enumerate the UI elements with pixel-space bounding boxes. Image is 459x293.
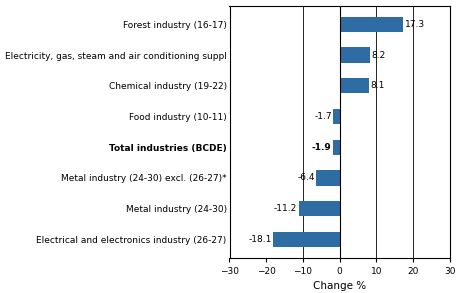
Bar <box>298 201 340 216</box>
Text: 8.1: 8.1 <box>371 81 385 90</box>
Text: 8.2: 8.2 <box>371 50 386 59</box>
Text: -1.7: -1.7 <box>314 112 332 121</box>
Bar <box>340 78 369 93</box>
Bar <box>333 139 340 155</box>
Text: -6.4: -6.4 <box>297 173 315 183</box>
Bar <box>333 109 340 124</box>
Text: -18.1: -18.1 <box>248 235 272 244</box>
Text: -11.2: -11.2 <box>274 204 297 213</box>
X-axis label: Change %: Change % <box>313 281 366 292</box>
Bar <box>340 17 403 32</box>
Text: -1.9: -1.9 <box>312 143 331 152</box>
Bar <box>316 170 340 186</box>
Bar <box>340 47 370 63</box>
Bar <box>273 232 340 247</box>
Text: 17.3: 17.3 <box>405 20 425 29</box>
